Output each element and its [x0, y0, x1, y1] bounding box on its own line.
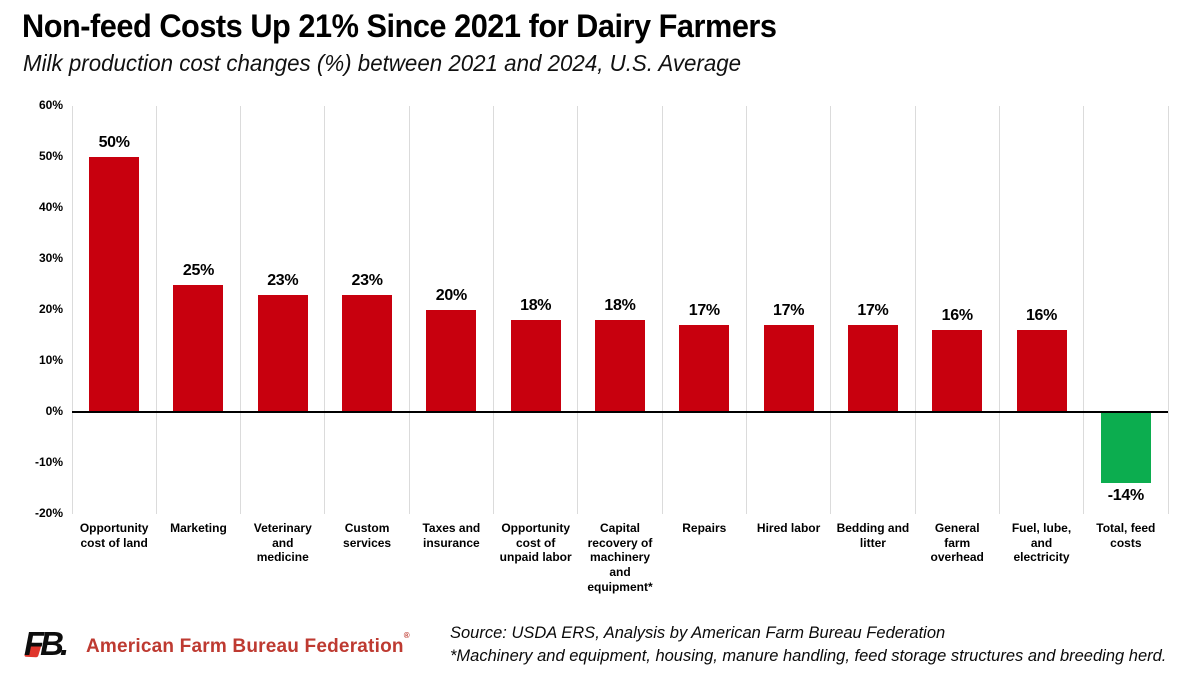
- zero-axis-line: [72, 411, 1168, 413]
- bar-value-label: 17%: [773, 302, 805, 320]
- x-axis-label: Opportunity cost of land: [79, 521, 149, 550]
- gridline: [577, 106, 579, 514]
- gridline: [830, 106, 832, 514]
- bar-value-label: 20%: [435, 287, 467, 304]
- org-name-text: American Farm Bureau Federation: [86, 635, 404, 657]
- bar: [679, 325, 730, 412]
- x-axis-label: Bedding and litter: [836, 521, 910, 550]
- x-axis-label: Taxes and insurance: [422, 521, 481, 550]
- y-axis-tick: 20%: [38, 302, 63, 316]
- source-note: Source: USDA ERS, Analysis by American F…: [450, 622, 1166, 669]
- bar: [1016, 330, 1067, 412]
- bar-value-label: 25%: [182, 261, 214, 279]
- source-line: Source: USDA ERS, Analysis by American F…: [450, 624, 946, 642]
- y-axis-tick: 0%: [45, 404, 63, 418]
- y-axis-tick: 10%: [38, 353, 63, 367]
- bar: [257, 294, 308, 412]
- chart-title: Non-feed Costs Up 21% Since 2021 for Dai…: [22, 8, 777, 44]
- footnote-line: *Machinery and equipment, housing, manur…: [450, 647, 1167, 666]
- gridline: [324, 106, 326, 514]
- bar-value-label: 23%: [267, 271, 299, 289]
- bar: [173, 284, 224, 412]
- afbf-logo-mark: FB.: [23, 624, 76, 664]
- logo-fb-text: FB.: [24, 625, 69, 662]
- bar-value-label: 16%: [1025, 307, 1058, 325]
- x-axis-label: Hired labor: [756, 521, 821, 535]
- gridline: [493, 106, 495, 514]
- gridline: [1083, 106, 1085, 514]
- bar-chart: 60% 50% 40% 30% 20% 10% 0% -10% -20% 50% 25% 23% 23%…: [34, 98, 1169, 594]
- gridline: [155, 106, 157, 514]
- bar-value-label: 16%: [941, 307, 973, 325]
- gridline: [914, 106, 916, 514]
- x-axis-label: Custom services: [343, 521, 392, 550]
- bar: [426, 310, 477, 412]
- bar: [763, 325, 814, 412]
- bar: [342, 294, 393, 412]
- x-axis-label: Total, feed costs: [1096, 521, 1156, 550]
- x-axis-label: Veterinary and medicine: [253, 521, 312, 565]
- x-axis-label: Opportunity cost of unpaid labor: [499, 521, 572, 565]
- x-axis-label: Fuel, lube, and electricity: [1011, 521, 1072, 565]
- bar-value-label: 17%: [688, 302, 720, 320]
- bar-value-label: 17%: [857, 302, 889, 320]
- y-axis-tick: 40%: [38, 200, 63, 214]
- bar: [89, 157, 140, 412]
- bar: [932, 330, 983, 412]
- bar-value-label: 50%: [98, 134, 130, 151]
- gridline: [998, 106, 1000, 514]
- y-axis-tick: 30%: [38, 251, 63, 265]
- trademark-symbol: ®: [403, 630, 410, 640]
- gridline: [1167, 106, 1169, 514]
- afbf-logo: FB. American Farm Bureau Federation®: [23, 624, 410, 664]
- gridline: [240, 106, 242, 514]
- bar-value-label: 18%: [604, 297, 636, 315]
- bar: [595, 320, 645, 412]
- afbf-org-name: American Farm Bureau Federation®: [86, 631, 410, 658]
- y-axis-tick: 50%: [38, 149, 63, 163]
- y-axis-tick: -10%: [34, 455, 63, 469]
- x-axis-label: General farm overhead: [930, 521, 984, 565]
- bar-value-label: 18%: [520, 297, 552, 315]
- gridline: [661, 106, 663, 514]
- bar-value-label: 23%: [351, 271, 383, 289]
- gridline: [745, 106, 747, 514]
- y-axis-tick: -20%: [34, 506, 63, 520]
- bar: [510, 320, 561, 412]
- bar: [847, 325, 898, 412]
- chart-subtitle: Milk production cost changes (%) between…: [23, 50, 742, 76]
- y-axis-tick: 60%: [38, 98, 63, 112]
- bar: [1100, 412, 1151, 484]
- gridline: [71, 106, 73, 514]
- bar-value-label: -14%: [1107, 487, 1144, 505]
- gridline: [408, 106, 410, 514]
- x-axis-label: Repairs: [682, 521, 727, 535]
- x-axis-label: Capital recovery of machinery and equipm…: [587, 521, 653, 594]
- x-axis-label: Marketing: [170, 521, 227, 535]
